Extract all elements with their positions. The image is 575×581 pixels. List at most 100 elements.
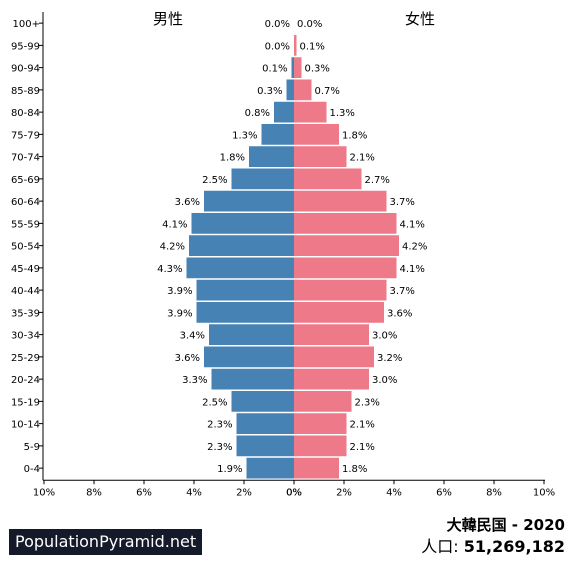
age-group-label: 45-49 [11, 264, 40, 275]
male-value-label: 2.5% [202, 397, 227, 408]
female-value-label: 3.2% [377, 353, 402, 364]
female-bar [294, 190, 387, 212]
female-value-label: 3.0% [372, 331, 397, 342]
male-value-label: 3.9% [167, 286, 192, 297]
male-value-label: 0.1% [262, 64, 287, 75]
age-group-label: 90-94 [11, 64, 40, 75]
male-bar [274, 101, 294, 123]
age-group-label: 55-59 [11, 219, 40, 230]
female-bar [294, 279, 387, 301]
male-bar [291, 57, 294, 78]
female-value-label: 3.6% [387, 308, 412, 319]
male-bar [189, 235, 294, 256]
male-value-label: 4.3% [157, 264, 182, 275]
male-bar [186, 257, 294, 279]
female-bar [294, 146, 347, 167]
female-value-label: 2.1% [350, 420, 375, 431]
brand-logo[interactable]: PopulationPyramid.net [9, 529, 203, 555]
chart-title: 大韓民国 - 2020 [446, 516, 565, 534]
male-bar [204, 346, 294, 368]
x-tick-label: 6% [436, 487, 452, 498]
male-value-label: 0.8% [245, 108, 270, 119]
male-value-label: 3.4% [180, 331, 205, 342]
age-group-label: 70-74 [11, 153, 40, 164]
x-tick-label: 0% [286, 487, 302, 498]
female-bar [294, 35, 297, 56]
age-group-label: 75-79 [11, 130, 40, 141]
female-bar [294, 235, 399, 256]
x-tick-label: 8% [86, 487, 102, 498]
male-value-label: 4.1% [162, 219, 187, 230]
female-value-label: 4.2% [402, 242, 427, 253]
female-value-label: 2.1% [350, 442, 375, 453]
male-bar [261, 124, 294, 145]
population-total: 人口: 51,269,182 [421, 533, 565, 557]
male-value-label: 2.3% [207, 420, 232, 431]
female-value-label: 3.0% [372, 375, 397, 386]
male-bar [249, 146, 294, 167]
female-value-label: 0.0% [297, 19, 322, 30]
female-value-label: 4.1% [400, 264, 425, 275]
age-group-label: 15-19 [11, 397, 40, 408]
female-value-label: 0.7% [315, 86, 340, 97]
female-bar [294, 213, 397, 234]
female-bar [294, 101, 327, 123]
male-bar [209, 324, 294, 345]
x-tick-label: 4% [386, 487, 402, 498]
female-bar [294, 57, 302, 78]
x-tick-label: 2% [336, 487, 352, 498]
male-bar [196, 279, 294, 301]
female-value-label: 0.1% [300, 41, 325, 52]
male-value-label: 1.9% [217, 464, 242, 475]
x-tick-label: 10% [33, 487, 55, 498]
age-group-label: 80-84 [11, 108, 40, 119]
male-value-label: 2.5% [202, 175, 227, 186]
female-bar [294, 168, 362, 190]
female-value-label: 4.1% [400, 219, 425, 230]
female-value-label: 2.3% [355, 397, 380, 408]
male-value-label: 0.3% [257, 86, 282, 97]
male-value-label: 4.2% [160, 242, 185, 253]
male-label: 男性 [153, 10, 183, 28]
age-group-label: 95-99 [11, 41, 40, 52]
age-group-label: 25-29 [11, 353, 40, 364]
population-value: 51,269,182 [463, 537, 565, 556]
female-value-label: 1.3% [330, 108, 355, 119]
male-bar [191, 213, 294, 234]
age-group-label: 65-69 [11, 175, 40, 186]
male-value-label: 2.3% [207, 442, 232, 453]
female-bar [294, 391, 352, 412]
female-value-label: 2.7% [365, 175, 390, 186]
female-bar [294, 257, 397, 279]
female-bar [294, 124, 339, 145]
female-value-label: 3.7% [390, 286, 415, 297]
age-group-label: 30-34 [11, 331, 40, 342]
female-value-label: 1.8% [342, 464, 367, 475]
male-bar [204, 190, 294, 212]
age-group-label: 35-39 [11, 308, 40, 319]
x-tick-label: 6% [136, 487, 152, 498]
female-bar [294, 368, 369, 390]
age-group-label: 0-4 [24, 464, 40, 475]
male-bar [211, 368, 294, 390]
male-value-label: 0.0% [265, 19, 290, 30]
female-value-label: 3.7% [390, 197, 415, 208]
female-bar [294, 324, 369, 345]
female-value-label: 1.8% [342, 130, 367, 141]
male-value-label: 3.6% [175, 197, 200, 208]
male-value-label: 3.9% [167, 308, 192, 319]
x-tick-label: 2% [236, 487, 252, 498]
age-group-label: 10-14 [11, 420, 40, 431]
male-bar [231, 168, 294, 190]
male-bar [196, 302, 294, 323]
female-bar [294, 457, 339, 479]
male-bar [286, 79, 294, 101]
male-value-label: 0.0% [265, 41, 290, 52]
population-label: 人口: [421, 537, 459, 556]
age-group-label: 20-24 [11, 375, 40, 386]
female-label: 女性 [405, 10, 435, 28]
male-value-label: 3.6% [175, 353, 200, 364]
female-bar [294, 346, 374, 368]
male-bar [231, 391, 294, 412]
